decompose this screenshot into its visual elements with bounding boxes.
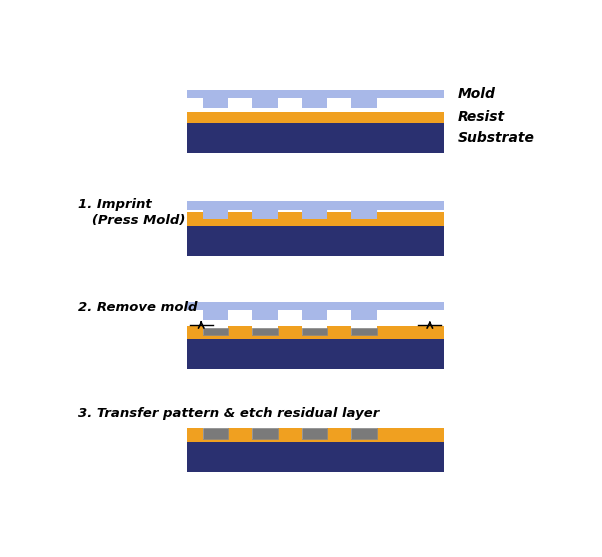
Bar: [187, 123, 444, 153]
Bar: [302, 98, 327, 108]
Bar: [252, 310, 278, 320]
Bar: [187, 212, 203, 222]
Bar: [252, 209, 278, 219]
Bar: [203, 98, 228, 108]
Bar: [302, 310, 327, 320]
Bar: [187, 112, 444, 123]
Bar: [187, 339, 444, 369]
Bar: [278, 212, 302, 222]
Bar: [278, 326, 302, 335]
Text: Substrate: Substrate: [458, 130, 535, 145]
Bar: [377, 428, 444, 439]
Text: Mold: Mold: [458, 87, 495, 101]
Bar: [228, 212, 252, 222]
Bar: [187, 201, 444, 209]
Text: 3. Transfer pattern & etch residual layer: 3. Transfer pattern & etch residual laye…: [78, 407, 379, 420]
Bar: [252, 98, 278, 108]
Bar: [327, 212, 351, 222]
Bar: [351, 219, 377, 222]
Bar: [203, 428, 228, 439]
Bar: [187, 439, 444, 442]
Bar: [187, 90, 444, 98]
Bar: [203, 219, 228, 222]
Bar: [203, 328, 228, 335]
Bar: [187, 226, 444, 256]
Bar: [203, 310, 228, 320]
Bar: [327, 428, 351, 439]
Bar: [351, 428, 377, 439]
Bar: [351, 98, 377, 108]
Bar: [203, 209, 228, 219]
Bar: [351, 209, 377, 219]
Bar: [252, 328, 278, 335]
Bar: [302, 428, 327, 439]
Bar: [278, 428, 302, 439]
Bar: [228, 326, 252, 335]
Text: (Press Mold): (Press Mold): [78, 214, 185, 227]
Bar: [252, 428, 278, 439]
Bar: [302, 328, 327, 335]
Bar: [377, 212, 444, 222]
Bar: [351, 328, 377, 335]
Bar: [302, 219, 327, 222]
Bar: [302, 209, 327, 219]
Bar: [377, 326, 444, 335]
Bar: [187, 221, 444, 226]
Bar: [351, 310, 377, 320]
Bar: [187, 442, 444, 472]
Bar: [187, 335, 444, 339]
Bar: [187, 302, 444, 310]
Text: Resist: Resist: [458, 110, 505, 124]
Bar: [187, 326, 203, 335]
Bar: [252, 219, 278, 222]
Bar: [228, 428, 252, 439]
Bar: [187, 428, 203, 439]
Bar: [327, 326, 351, 335]
Text: 2. Remove mold: 2. Remove mold: [78, 301, 197, 314]
Text: 1. Imprint: 1. Imprint: [78, 198, 151, 211]
